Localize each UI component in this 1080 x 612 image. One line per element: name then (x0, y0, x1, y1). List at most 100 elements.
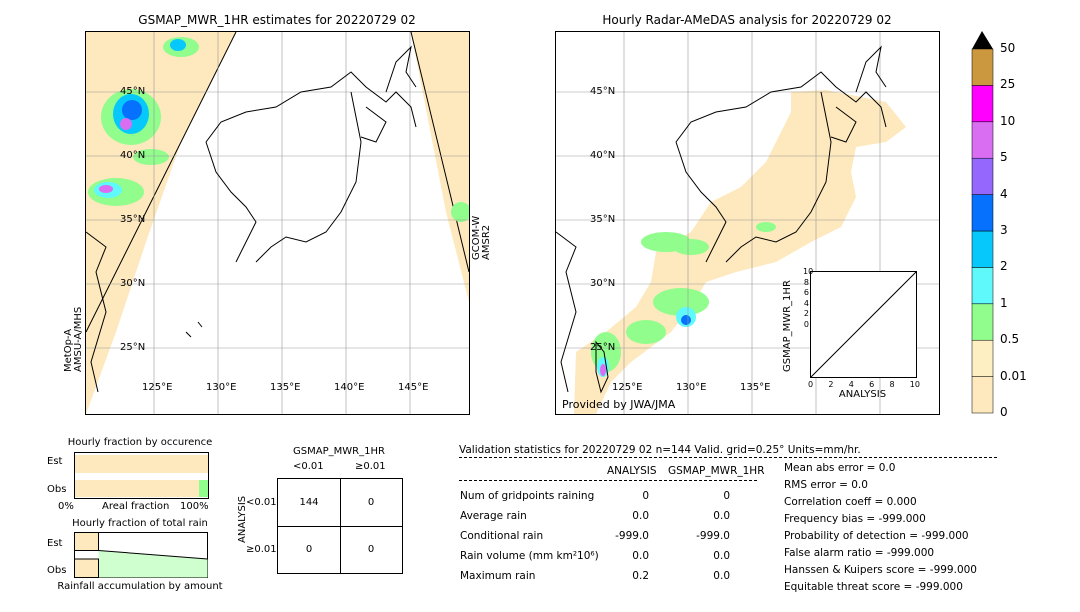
rain-patch (653, 288, 709, 316)
y-tick: 4 (803, 298, 809, 308)
lon-label: 125°E (612, 382, 643, 393)
lat-label: 45°N (590, 86, 616, 97)
total-bar-est (74, 532, 99, 551)
rain-patch (170, 39, 186, 51)
left-map-title: GSMAP_MWR_1HR estimates for 20220729 02 (138, 13, 416, 27)
colorbar-extend-arrow (972, 31, 993, 49)
x-tick: 2 (828, 380, 834, 389)
row-header: ≥0.01 (246, 544, 277, 555)
colorbar-label: 0.01 (1000, 368, 1027, 383)
score-line: Probability of detection = -999.000 (784, 530, 969, 542)
total-bar-obs (74, 558, 99, 578)
colorbar-swatch (971, 121, 994, 159)
coastline (205, 71, 417, 143)
y-tick: 6 (803, 288, 809, 297)
lon-label: 125°E (142, 382, 173, 393)
table-divider (459, 480, 757, 481)
rain-patch (600, 364, 606, 376)
col-gsmap: GSMAP_MWR_1HR (668, 465, 765, 477)
occurrence-bar-obs (75, 480, 199, 497)
colorbar-swatch (971, 194, 994, 232)
coastline (185, 321, 203, 338)
stat-cell: 0.2 (632, 570, 649, 582)
rain-patch (133, 149, 169, 165)
stat-cell: Num of gridpoints raining (460, 490, 595, 502)
x-tick: 10 (909, 380, 920, 389)
lat-label: 25°N (120, 342, 146, 353)
satellite-left-label: MetOp-A AMSU-A/MHS (63, 306, 84, 372)
header-divider (459, 457, 997, 458)
stat-cell: Rain volume (mm km²10⁶) (460, 550, 599, 562)
lat-label: 40°N (120, 150, 146, 161)
coastline (86, 231, 107, 393)
score-line: Hanssen & Kuipers score = -999.000 (784, 564, 977, 576)
contingency-ylabel: ANALYSIS (237, 495, 248, 543)
lat-label: 30°N (590, 278, 616, 289)
x-tick: 8 (889, 380, 895, 389)
inset-ylabel: GSMAP_MWR_1HR (782, 280, 793, 372)
colorbar-swatch (971, 267, 994, 305)
cell: 144 (299, 497, 319, 508)
colorbar-label: 25 (1000, 77, 1016, 92)
x-tick: 0 (808, 380, 814, 389)
stat-cell: 0.0 (632, 510, 649, 522)
colorbar-swatch (971, 376, 994, 414)
cell: 0 (367, 544, 375, 555)
right-swath-area (411, 32, 469, 302)
stat-cell: 0 (642, 490, 649, 502)
x-tick: 6 (869, 380, 875, 389)
stat-cell: Average rain (460, 510, 527, 522)
rain-patch (120, 118, 132, 130)
rain-patch (626, 320, 666, 344)
inset-xlabel: ANALYSIS (838, 389, 887, 400)
lon-label: 130°E (676, 382, 707, 393)
coastline (725, 91, 832, 263)
rain-patch (756, 222, 776, 232)
lon-label: 140°E (334, 382, 365, 393)
left-map-canvas (86, 32, 469, 414)
rain-patch (122, 100, 142, 120)
colorbar-label: 5 (1000, 150, 1008, 165)
x-tick: 4 (848, 380, 854, 389)
stat-cell: Conditional rain (460, 530, 544, 542)
colorbar-label: 50 (1000, 41, 1016, 55)
y-tick: 10 (803, 267, 814, 276)
col-analysis: ANALYSIS (607, 465, 657, 477)
inset-y-ticks: 10 8 6 4 2 0 (803, 267, 814, 330)
contingency-table: 144 0 0 0 (277, 478, 403, 574)
colorbar-swatch (971, 157, 994, 195)
lat-label: 35°N (590, 214, 616, 225)
stat-cell: -999.0 (696, 530, 730, 542)
coastline (205, 141, 257, 263)
satellite-right-label: GCOM-W AMSR2 (471, 215, 492, 260)
left-map: 45°N 40°N 35°N 30°N 25°N 125°E 130°E 135… (85, 31, 470, 415)
y-tick: 0 (803, 319, 809, 329)
lon-label: 135°E (740, 382, 771, 393)
colorbar-swatch (971, 303, 994, 341)
right-swath-edge (410, 32, 469, 273)
col-header: <0.01 (293, 461, 324, 472)
rain-patch (451, 202, 469, 222)
total-row-obs: Obs (47, 565, 67, 576)
occurrence-bar-est (75, 455, 208, 473)
total-title: Hourly fraction of total rain (72, 518, 208, 529)
occurrence-title: Hourly fraction by occurence (67, 437, 213, 448)
stat-cell: 0.0 (713, 570, 730, 582)
coastline (855, 45, 887, 93)
row-label-est: Est (47, 456, 63, 467)
right-map-title: Hourly Radar-AMeDAS analysis for 2022072… (602, 13, 892, 27)
colorbar-label: 2 (1000, 259, 1008, 274)
row-header: <0.01 (246, 497, 277, 508)
contingency-title: GSMAP_MWR_1HR (293, 446, 385, 457)
occurrence-chart (74, 452, 209, 499)
cell: 0 (367, 497, 375, 508)
stat-cell: Maximum rain (460, 570, 536, 582)
occ-x-mid: Areal fraction (102, 501, 170, 512)
rain-patch (681, 315, 691, 325)
scatter-inset (810, 271, 917, 378)
coastline (556, 231, 577, 393)
coastline (385, 45, 417, 93)
colorbar (971, 31, 994, 414)
colorbar-swatch (971, 230, 994, 268)
total-chart (74, 532, 208, 578)
